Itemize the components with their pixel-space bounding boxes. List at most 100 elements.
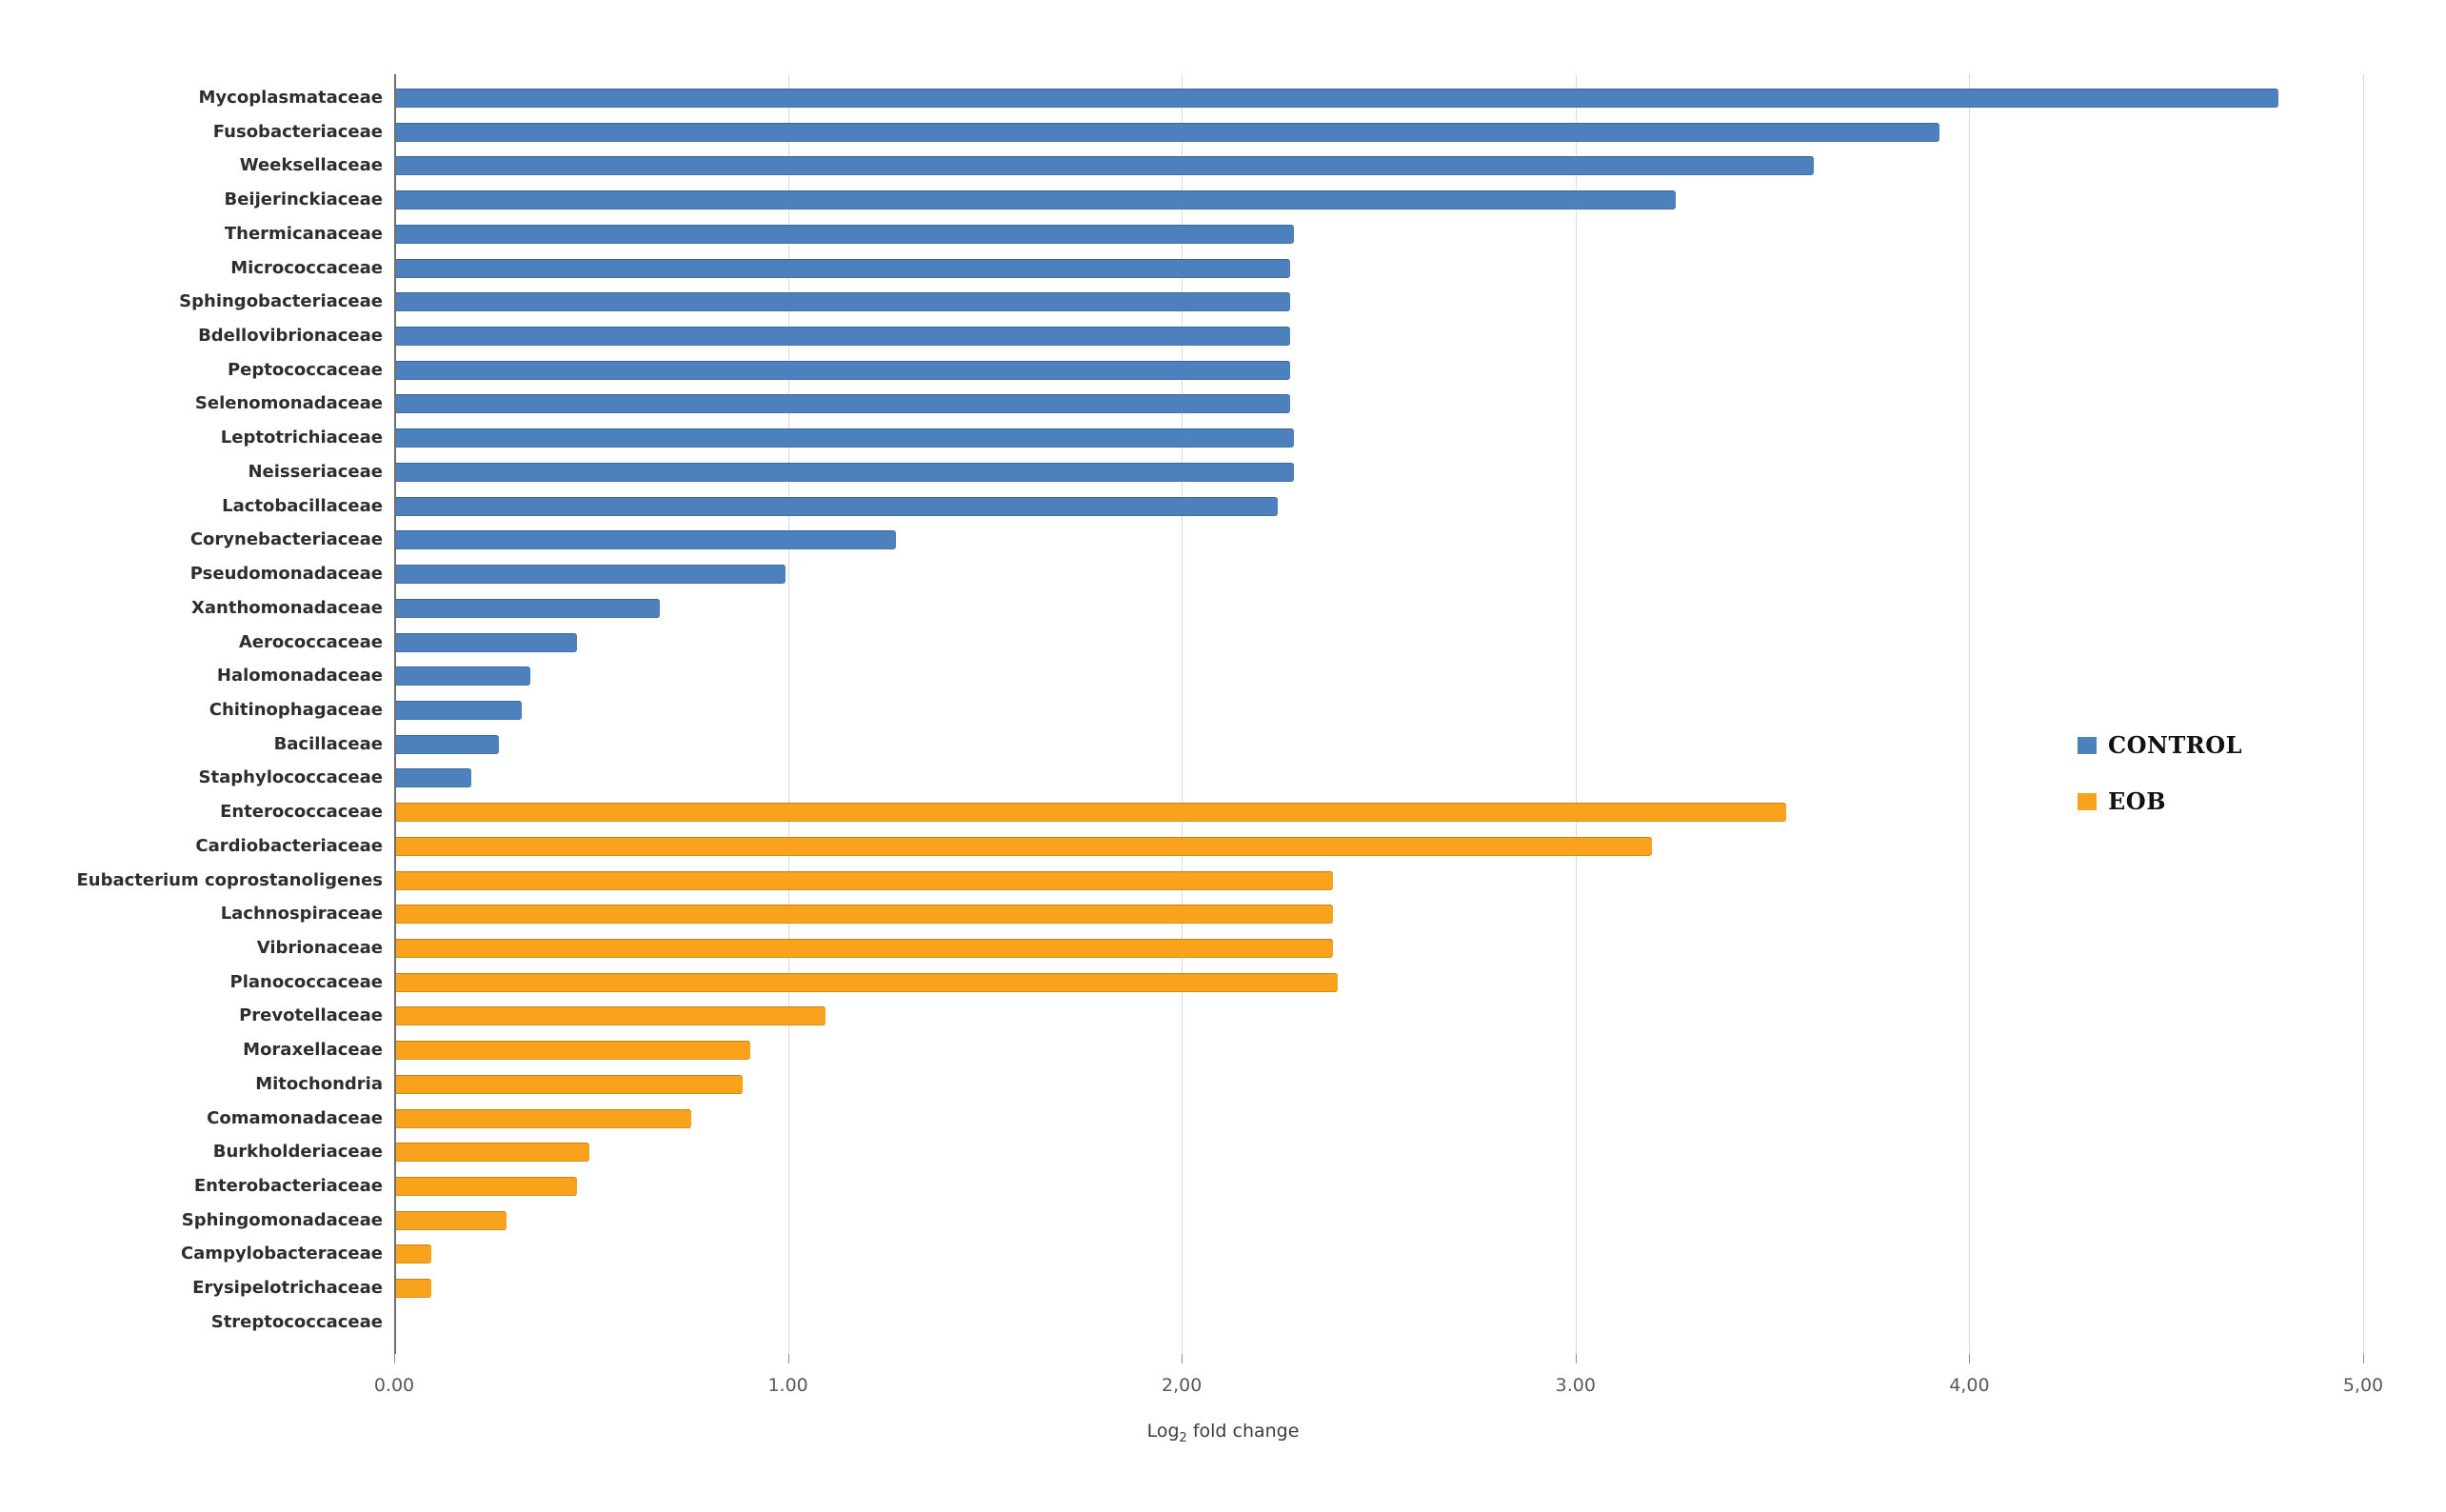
x-tick-label: 2,00 [1162,1375,1203,1396]
category-label: Bdellovibrionaceae [198,326,383,347]
category-label: Eubacterium coprostanoligenes [76,869,384,890]
bar-control [396,700,523,720]
category-label: Halomonadaceae [216,666,383,686]
category-label: Prevotellaceae [239,1005,383,1026]
legend-label: CONTROL [2108,731,2243,759]
bar-eob [396,1177,578,1197]
category-label: Comamonadaceae [207,1107,383,1128]
category-label: Micrococcaceae [230,257,383,278]
category-label: Beijerinckiaceae [224,189,383,210]
category-label: Planococcaceae [229,971,383,992]
category-label: Burkholderiaceae [212,1142,383,1163]
legend-swatch-eob [2078,792,2097,810]
x-tick-mark [787,1354,789,1363]
x-axis-title-text: Log [1146,1421,1180,1442]
category-label: Peptococcaceae [227,359,383,380]
bar-eob [396,1041,751,1061]
bar-control [396,666,530,686]
bar-eob [396,1108,692,1128]
legend-label: EOB [2108,787,2166,815]
category-label: Lachnospiraceae [220,904,383,925]
bar-eob [396,870,1334,890]
category-label: Leptotrichiaceae [220,428,383,448]
category-label: Fusobacteriaceae [212,121,383,142]
bar-control [396,632,578,652]
bar-eob [396,939,1334,958]
bar-control [396,360,1290,380]
bar-eob [396,1244,432,1264]
category-label: Thermicanaceae [224,223,383,244]
gridline [1575,74,1577,1354]
bar-control [396,565,786,585]
category-label: Corynebacteriaceae [189,529,383,550]
bar-control [396,428,1294,448]
bar-control [396,122,1940,142]
bar-control [396,89,2278,108]
bar-control [396,598,661,618]
category-label: Erysipelotrichaceae [192,1278,383,1299]
x-tick-label: 0.00 [373,1375,415,1396]
bar-control [396,394,1290,414]
category-label: Campylobacteraceae [180,1243,383,1264]
category-label: Moraxellaceae [243,1040,383,1061]
bar-control [396,496,1279,516]
category-label: Sphingomonadaceae [181,1209,383,1230]
bar-control [396,258,1290,278]
x-tick-label: 5,00 [2342,1375,2384,1396]
x-tick-mark [1182,1354,1183,1363]
bar-control [396,156,1814,176]
bar-eob [396,972,1338,992]
gridline [1182,74,1183,1354]
category-label: Bacillaceae [273,733,383,754]
y-axis-line [394,74,396,1354]
category-label: Pseudomonadaceae [189,564,383,585]
bar-eob [396,1279,432,1299]
bar-control [396,768,471,788]
category-label: Selenomonadaceae [194,393,383,414]
bar-eob [396,905,1334,925]
category-label: Xanthomonadaceae [191,597,383,618]
bar-control [396,224,1294,244]
bar-eob [396,1210,507,1230]
category-label: Staphylococcaceae [198,767,383,788]
category-label: Weeksellaceae [239,155,383,176]
x-tick-mark [2363,1354,2364,1363]
category-label: Streptococcaceae [210,1311,383,1332]
x-tick-mark [1969,1354,1971,1363]
bar-control [396,734,499,754]
legend-entry-eob: EOB [2078,787,2242,815]
category-label: Chitinophagaceae [209,699,383,720]
bar-eob [396,1074,743,1094]
category-label: Mycoplasmataceae [198,88,383,108]
category-label: Enterobacteriaceae [193,1176,383,1197]
gridline [2363,74,2364,1354]
bar-control [396,327,1290,347]
x-tick-label: 1.00 [767,1375,808,1396]
x-tick-label: 4,00 [1949,1375,1990,1396]
x-axis-title: Log2 fold change [0,1421,2446,1445]
bar-eob [396,803,1786,823]
x-axis-title-suffix: fold change [1186,1421,1300,1442]
category-label: Enterococcaceae [220,802,383,823]
legend-swatch-control [2078,736,2097,754]
category-label: Aerococcaceae [238,631,383,652]
bar-control [396,530,897,550]
x-tick-mark [1575,1354,1577,1363]
category-label: Neisseriaceae [248,461,383,482]
gridline [787,74,789,1354]
category-label: Vibrionaceae [256,938,383,958]
bar-control [396,292,1290,312]
bar-eob [396,1006,825,1026]
x-tick-mark [394,1354,395,1363]
bar-eob [396,1143,589,1163]
category-label: Cardiobacteriaceae [195,835,383,856]
category-label: Sphingobacteriaceae [179,291,383,312]
category-label: Lactobacillaceae [222,495,383,516]
legend-entry-control: CONTROL [2078,731,2242,759]
legend: CONTROL EOB [2078,731,2242,844]
gridline [1969,74,1971,1354]
x-axis-title-subscript: 2 [1179,1430,1187,1445]
category-label: Mitochondria [255,1073,383,1094]
